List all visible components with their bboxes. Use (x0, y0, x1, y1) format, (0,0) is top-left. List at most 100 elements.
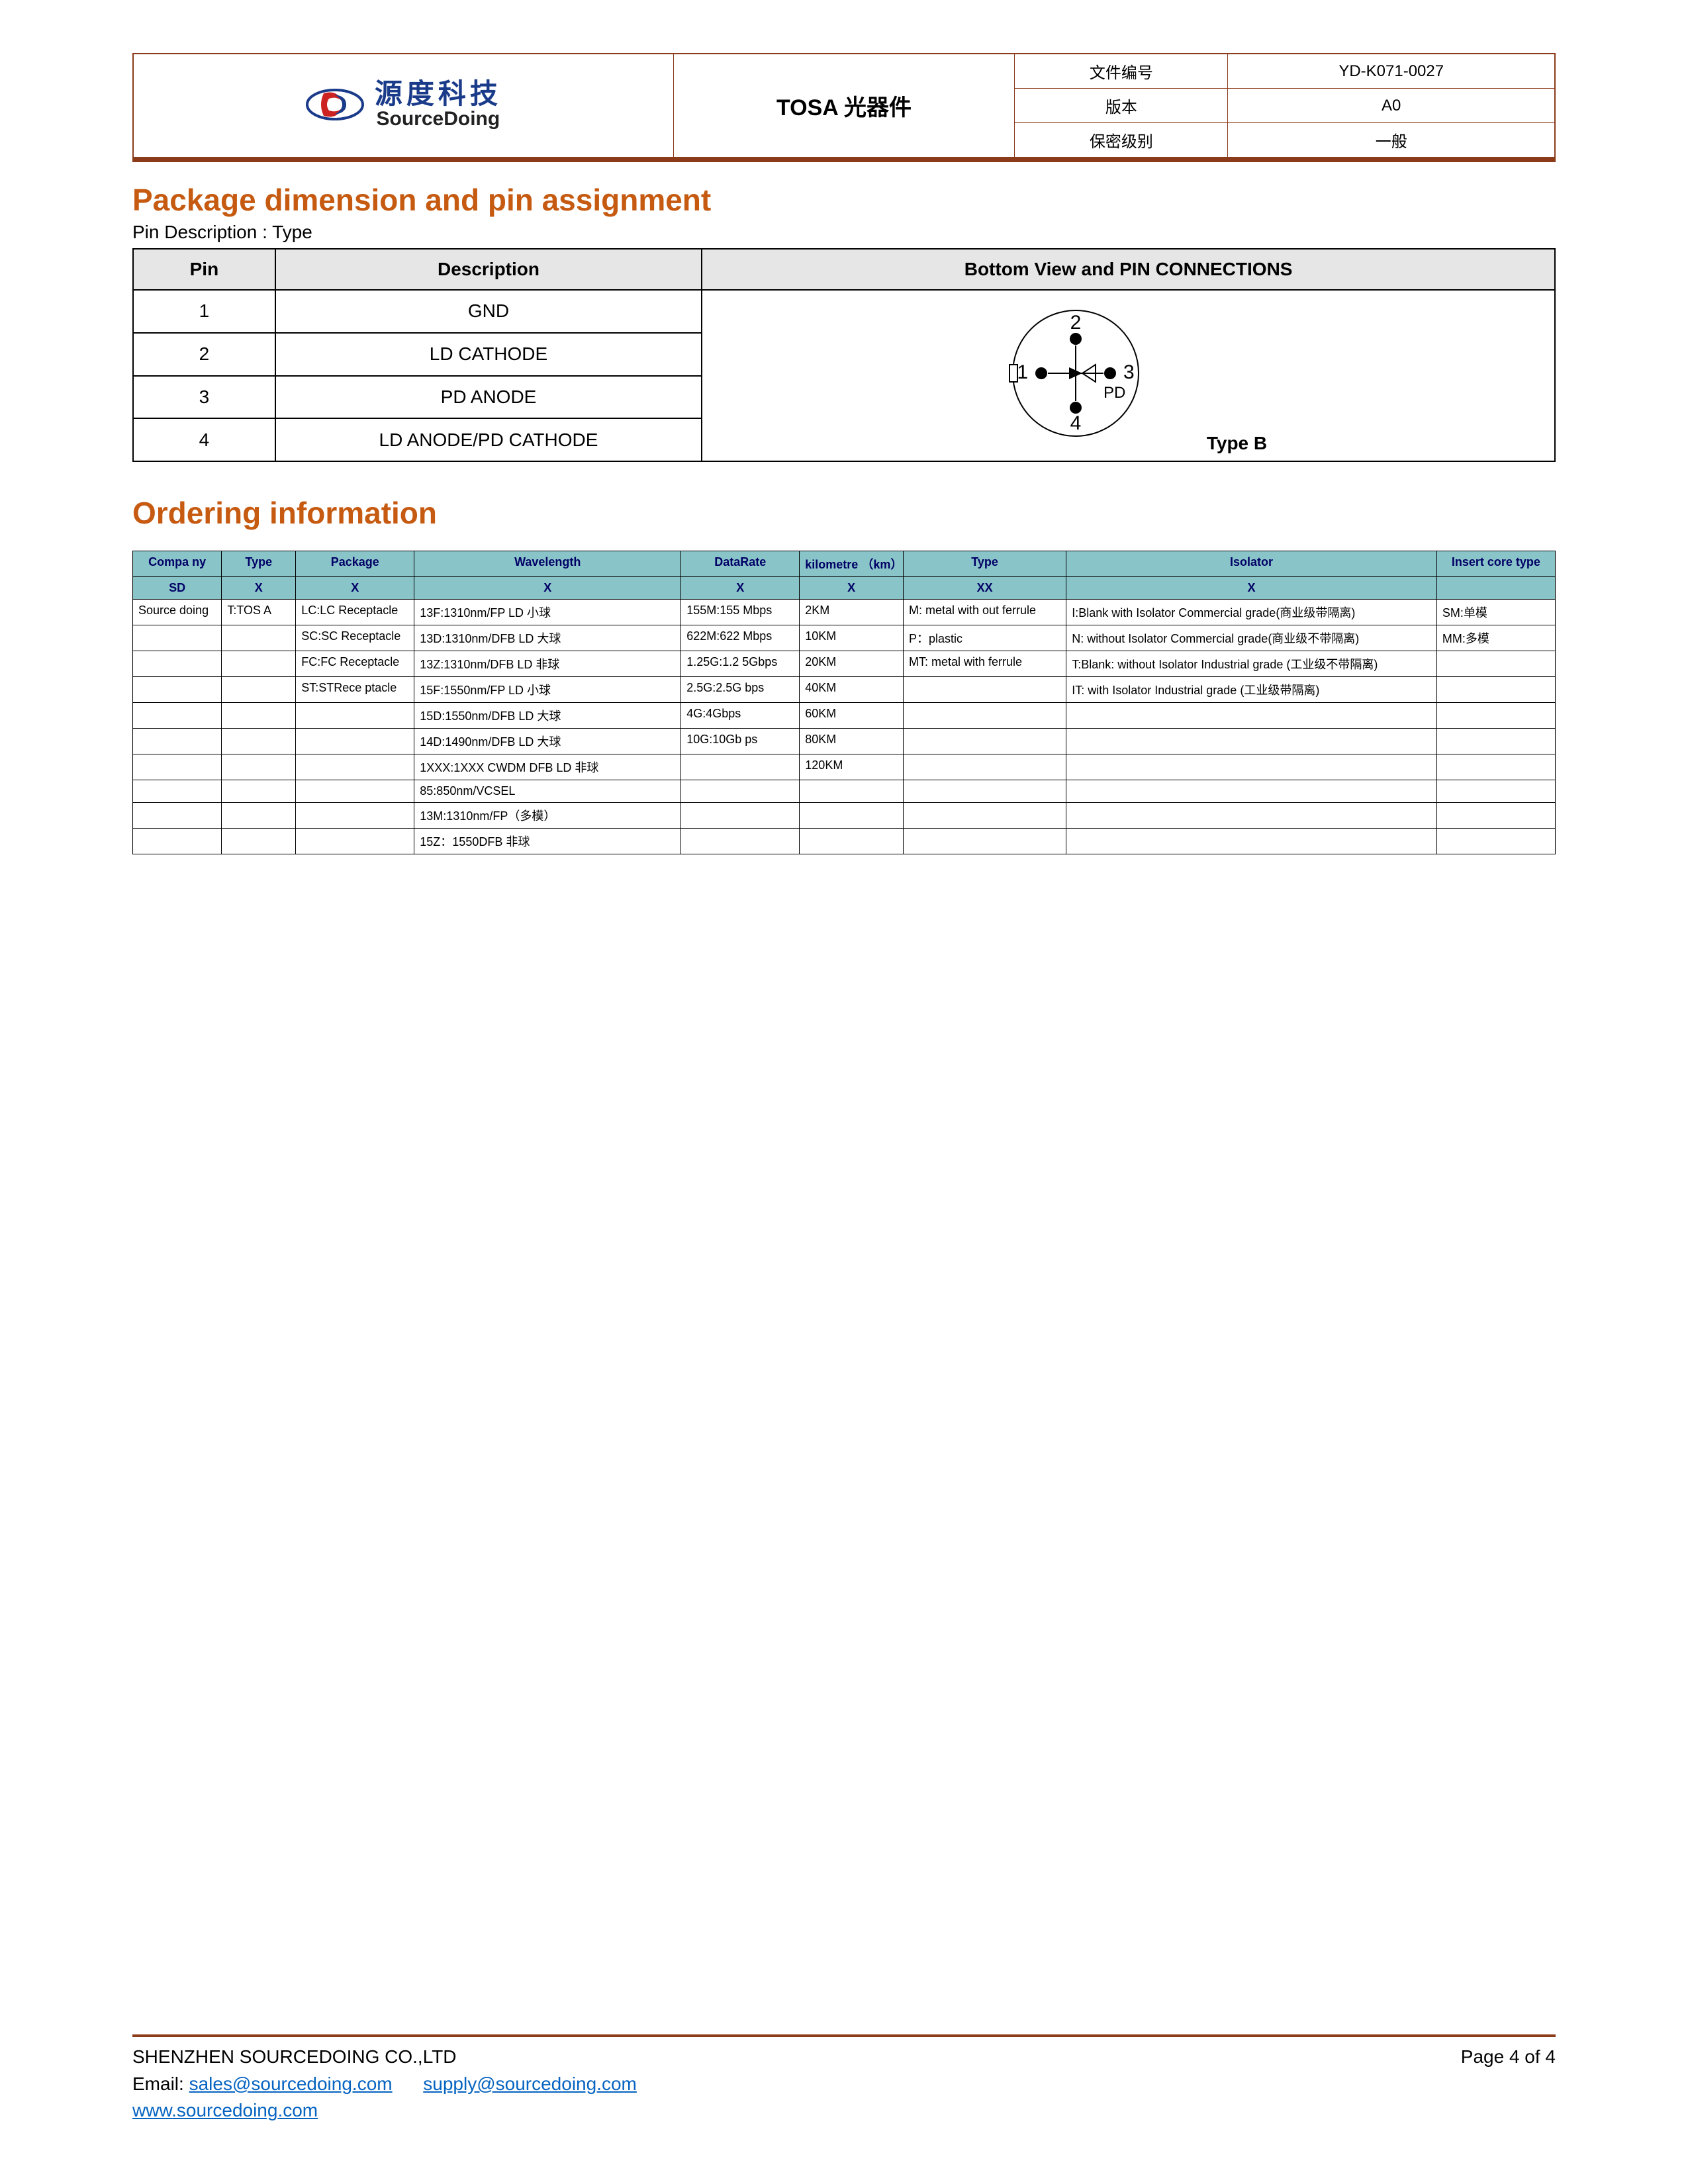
oc-7: X (1066, 577, 1437, 600)
pin-num-1: 1 (133, 290, 275, 333)
ordering-table: Compa ny Type Package Wavelength DataRat… (132, 551, 1556, 854)
order-cell (133, 803, 222, 829)
pin-desc-3: PD ANODE (275, 376, 702, 419)
logo-text-en: SourceDoing (375, 108, 502, 130)
order-cell: 15Z：1550DFB 非球 (414, 829, 681, 854)
order-cell (222, 829, 296, 854)
pin-header-desc: Description (275, 249, 702, 290)
diagram-type-label: Type B (1207, 433, 1267, 454)
order-cell (222, 803, 296, 829)
order-cell: I:Blank with Isolator Commercial grade(商… (1066, 600, 1437, 625)
meta-value-1: A0 (1228, 89, 1555, 123)
order-cell (1436, 780, 1555, 803)
order-row: 15D:1550nm/DFB LD 大球4G:4Gbps60KM (133, 703, 1556, 729)
order-cell: FC:FC Receptacle (296, 651, 414, 677)
order-row: FC:FC Receptacle13Z:1310nm/DFB LD 非球1.25… (133, 651, 1556, 677)
order-row: 1XXX:1XXX CWDM DFB LD 非球 120KM (133, 754, 1556, 780)
order-cell (296, 829, 414, 854)
order-cell (1066, 803, 1437, 829)
order-cell: N: without Isolator Commercial grade(商业级… (1066, 625, 1437, 651)
order-cell: 14D:1490nm/DFB LD 大球 (414, 729, 681, 754)
order-row: 85:850nm/VCSEL (133, 780, 1556, 803)
order-cell: ST:STRece ptacle (296, 677, 414, 703)
order-header-row: Compa ny Type Package Wavelength DataRat… (133, 551, 1556, 577)
order-cell: 13Z:1310nm/DFB LD 非球 (414, 651, 681, 677)
document-title: TOSA 光器件 (673, 54, 1015, 158)
logo-text-cn: 源度科技 (375, 80, 502, 108)
order-cell (133, 677, 222, 703)
order-cell: LC:LC Receptacle (296, 600, 414, 625)
order-cell (1436, 829, 1555, 854)
meta-value-0: YD-K071-0027 (1228, 54, 1555, 89)
page-footer: SHENZHEN SOURCEDOING CO.,LTD Email: sale… (132, 2034, 1556, 2124)
pin-desc-4: LD ANODE/PD CATHODE (275, 418, 702, 461)
meta-value-2: 一般 (1228, 123, 1555, 158)
order-cell (222, 703, 296, 729)
order-cell (296, 754, 414, 780)
footer-website[interactable]: www.sourcedoing.com (132, 2100, 318, 2120)
company-logo-icon (305, 81, 365, 128)
pin-num-2: 2 (133, 333, 275, 376)
pin-num-4: 4 (133, 418, 275, 461)
order-cell (681, 829, 800, 854)
section-heading-package: Package dimension and pin assignment (132, 182, 1556, 218)
order-cell (681, 754, 800, 780)
order-cell (1066, 780, 1437, 803)
order-cell: 2.5G:2.5G bps (681, 677, 800, 703)
order-cell (1436, 803, 1555, 829)
pin-table: Pin Description Bottom View and PIN CONN… (132, 248, 1556, 462)
order-cell (903, 729, 1066, 754)
order-cell (1066, 729, 1437, 754)
order-cell (800, 803, 904, 829)
order-code-row: SD X X X X X XX X (133, 577, 1556, 600)
order-cell (1436, 729, 1555, 754)
order-cell (133, 729, 222, 754)
order-cell (222, 651, 296, 677)
order-cell: SM:单模 (1436, 600, 1555, 625)
order-cell: MM:多模 (1436, 625, 1555, 651)
order-cell: 13M:1310nm/FP（多模） (414, 803, 681, 829)
order-cell: M: metal with out ferrule (903, 600, 1066, 625)
order-cell: 1.25G:1.2 5Gbps (681, 651, 800, 677)
order-cell: 60KM (800, 703, 904, 729)
order-row: 15Z：1550DFB 非球 (133, 829, 1556, 854)
oh-5: kilometre （km） (800, 551, 904, 577)
logo-cell: 源度科技 SourceDoing (133, 54, 673, 158)
order-cell: IT: with Isolator Industrial grade (工业级带… (1066, 677, 1437, 703)
order-cell: 10KM (800, 625, 904, 651)
order-cell: 15D:1550nm/DFB LD 大球 (414, 703, 681, 729)
order-cell (133, 651, 222, 677)
footer-email-1[interactable]: sales@sourcedoing.com (189, 2073, 393, 2094)
pin-connection-diagram: 1 2 3 4 PD (990, 297, 1162, 449)
order-cell: 10G:10Gb ps (681, 729, 800, 754)
order-cell (296, 729, 414, 754)
order-cell (133, 829, 222, 854)
pin-header-view: Bottom View and PIN CONNECTIONS (702, 249, 1555, 290)
order-cell (222, 677, 296, 703)
order-cell: 15F:1550nm/FP LD 小球 (414, 677, 681, 703)
order-cell (1066, 703, 1437, 729)
order-cell: 1XXX:1XXX CWDM DFB LD 非球 (414, 754, 681, 780)
order-cell (903, 677, 1066, 703)
order-cell (296, 803, 414, 829)
oh-3: Wavelength (414, 551, 681, 577)
order-cell: 120KM (800, 754, 904, 780)
footer-page-number: Page 4 of 4 (1461, 2044, 1556, 2124)
footer-rule (132, 2034, 1556, 2037)
pin-num-3: 3 (133, 376, 275, 419)
oh-2: Package (296, 551, 414, 577)
order-cell: T:Blank: without Isolator Industrial gra… (1066, 651, 1437, 677)
order-cell (903, 703, 1066, 729)
oc-5: X (800, 577, 904, 600)
pin-description-label: Pin Description : Type (132, 222, 1556, 243)
order-cell (1436, 677, 1555, 703)
pin-header-pin: Pin (133, 249, 275, 290)
oc-1: X (222, 577, 296, 600)
order-cell: 622M:622 Mbps (681, 625, 800, 651)
order-cell (1066, 829, 1437, 854)
order-cell (133, 625, 222, 651)
footer-email-2[interactable]: supply@sourcedoing.com (423, 2073, 637, 2094)
order-cell (133, 754, 222, 780)
order-cell (296, 780, 414, 803)
order-row: 14D:1490nm/DFB LD 大球10G:10Gb ps80KM (133, 729, 1556, 754)
